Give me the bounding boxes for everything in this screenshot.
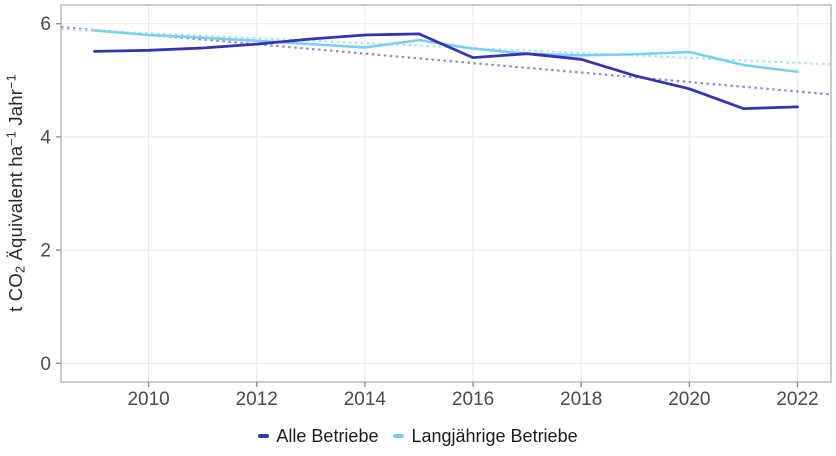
legend-dash-icon bbox=[258, 434, 270, 438]
y-axis-title-part: Jahr bbox=[4, 88, 26, 132]
trendline-alle-betriebe-trend bbox=[60, 26, 832, 96]
x-tick-label-2010: 2010 bbox=[127, 389, 169, 410]
legend-label: Langjährige Betriebe bbox=[411, 425, 578, 446]
legend-label: Alle Betriebe bbox=[276, 425, 379, 446]
legend: Alle Betriebe Langjährige Betriebe bbox=[0, 423, 836, 449]
y-axis-title-subscript: 2 bbox=[13, 265, 28, 274]
y-axis-title-part: Äquivalent ha bbox=[4, 145, 26, 266]
series-line-alle-betriebe bbox=[93, 32, 799, 110]
x-tick-label-2018: 2018 bbox=[560, 389, 602, 410]
x-tick-label-2022: 2022 bbox=[776, 389, 818, 410]
y-axis-title: t CO2 Äquivalent ha−1 Jahr−1 bbox=[4, 74, 27, 312]
x-tick-label-2012: 2012 bbox=[236, 389, 278, 410]
y-tick-label-6: 6 bbox=[40, 14, 51, 35]
y-axis-title-part: t CO bbox=[4, 273, 26, 312]
x-tick-label-2014: 2014 bbox=[344, 389, 387, 410]
legend-item-langjaehrige-betriebe: Langjährige Betriebe bbox=[393, 425, 578, 447]
y-axis-title-superscript: −1 bbox=[4, 131, 19, 146]
legend-item-alle-betriebe: Alle Betriebe bbox=[258, 426, 378, 447]
y-tick-label-4: 4 bbox=[40, 127, 51, 148]
series-line-langjährige-betriebe bbox=[93, 29, 799, 74]
legend-dash-icon bbox=[393, 434, 405, 438]
x-tick-label-2020: 2020 bbox=[668, 389, 710, 410]
y-tick-label-2: 2 bbox=[40, 241, 51, 262]
plot-svg: 0 2 4 6 2010 2012 2014 2016 2018 2020 2022 bbox=[40, 4, 832, 410]
x-tick-label-2016: 2016 bbox=[452, 389, 494, 410]
y-tick-label-0: 0 bbox=[40, 354, 51, 375]
y-axis-title-superscript: −1 bbox=[4, 74, 19, 89]
panel-border bbox=[60, 4, 832, 383]
